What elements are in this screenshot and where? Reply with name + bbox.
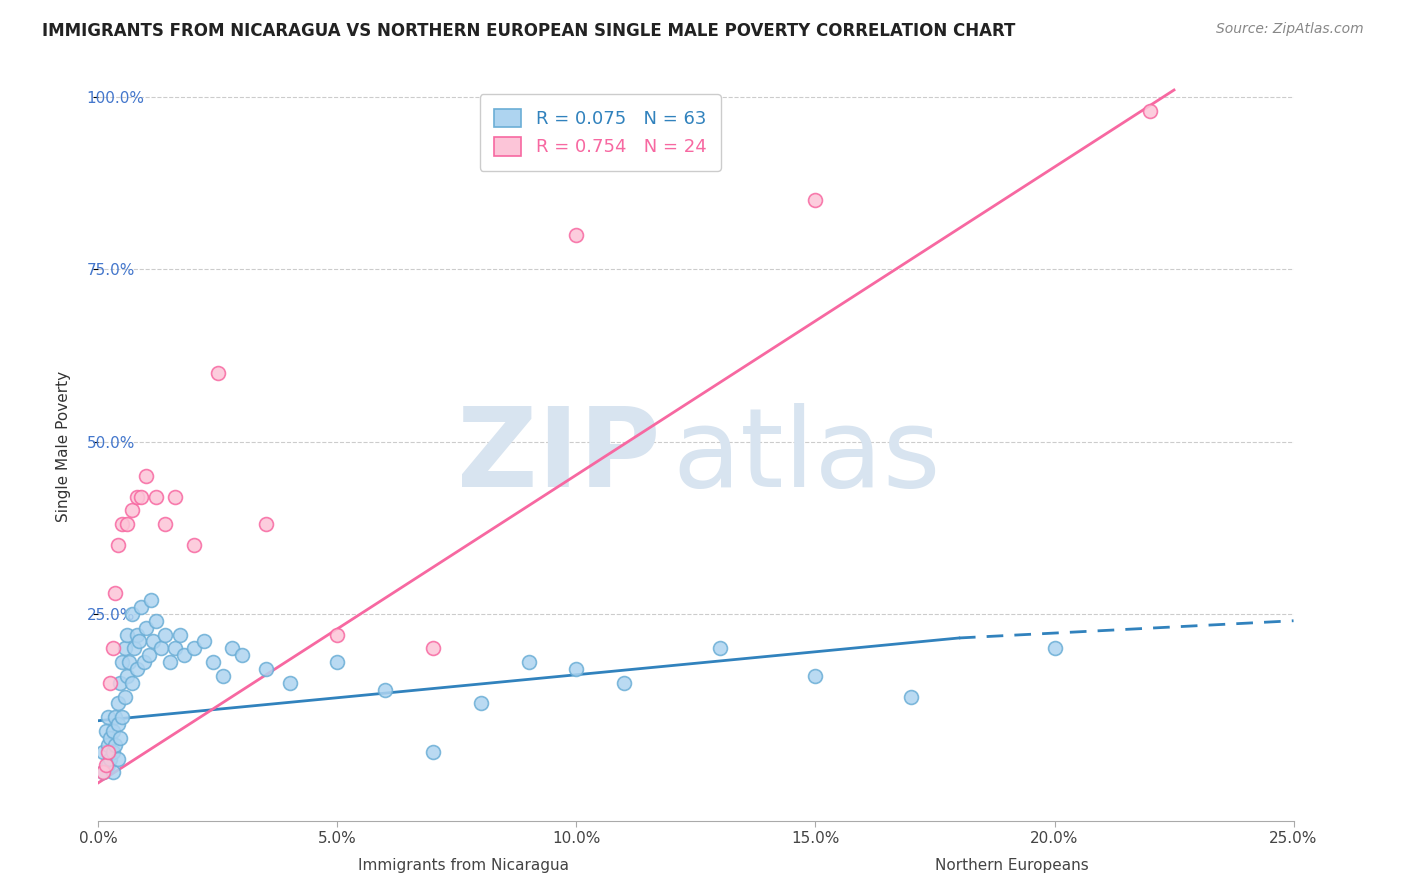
Point (111, 710, 134, 724)
Point (422, 641, 444, 656)
Point (98, 751, 122, 765)
Point (107, 717, 129, 731)
Point (125, 662, 148, 676)
Point (121, 675, 143, 690)
Point (98, 675, 122, 690)
Point (900, 690, 922, 704)
Text: Source: ZipAtlas.com: Source: ZipAtlas.com (1216, 22, 1364, 37)
Point (91, 745, 114, 759)
Point (145, 490, 167, 504)
Point (159, 655, 181, 669)
Point (183, 641, 205, 656)
Point (565, 662, 588, 676)
Text: ZIP: ZIP (457, 403, 661, 510)
Point (91, 765, 114, 780)
Point (118, 655, 141, 669)
Point (107, 538, 129, 552)
Point (565, 227, 588, 242)
Point (114, 690, 136, 704)
Point (115, 517, 138, 532)
Point (326, 627, 349, 641)
Text: Single Male Poverty: Single Male Poverty (56, 370, 70, 522)
Point (104, 738, 127, 752)
Text: atlas: atlas (672, 403, 941, 510)
Point (149, 641, 172, 656)
Point (94, 724, 117, 739)
Text: Immigrants from Nicaragua: Immigrants from Nicaragua (359, 858, 569, 872)
Point (115, 669, 138, 683)
Text: IMMIGRANTS FROM NICARAGUA VS NORTHERN EUROPEAN SINGLE MALE POVERTY CORRELATION C: IMMIGRANTS FROM NICARAGUA VS NORTHERN EU… (42, 22, 1015, 40)
Point (121, 607, 143, 621)
Point (135, 469, 157, 483)
Point (107, 697, 129, 711)
Point (114, 641, 136, 656)
Point (374, 682, 396, 697)
Point (107, 751, 129, 765)
Point (94, 758, 117, 772)
Point (1139, 103, 1161, 118)
Point (91, 765, 114, 780)
Point (193, 634, 215, 648)
Point (709, 641, 731, 656)
Point (138, 648, 160, 663)
Point (173, 648, 195, 663)
Point (135, 621, 157, 635)
Point (101, 641, 124, 656)
Point (169, 627, 191, 641)
Point (104, 710, 127, 724)
Point (125, 490, 148, 504)
Point (142, 634, 165, 648)
Point (278, 675, 301, 690)
Point (470, 697, 492, 711)
Point (163, 641, 186, 656)
Point (254, 662, 277, 676)
Point (804, 669, 827, 683)
Point (98, 731, 122, 745)
Point (139, 593, 162, 607)
Point (115, 627, 138, 641)
Point (517, 655, 540, 669)
Point (131, 490, 153, 504)
Point (202, 655, 225, 669)
Point (104, 586, 127, 600)
Point (207, 366, 229, 380)
Point (97, 758, 120, 772)
Point (326, 655, 349, 669)
Point (121, 503, 143, 517)
Point (231, 648, 253, 663)
Point (97, 710, 120, 724)
Point (804, 194, 827, 208)
Text: Northern Europeans: Northern Europeans (935, 858, 1090, 872)
Point (422, 745, 444, 759)
Point (101, 724, 124, 739)
Point (101, 745, 124, 759)
Point (97, 745, 120, 759)
Point (132, 655, 155, 669)
Point (101, 765, 124, 780)
Point (211, 669, 233, 683)
Point (145, 614, 167, 628)
Point (1043, 641, 1066, 656)
Point (111, 517, 134, 532)
Point (97, 738, 120, 752)
Point (108, 675, 131, 690)
Legend: R = 0.075   N = 63, R = 0.754   N = 24: R = 0.075 N = 63, R = 0.754 N = 24 (479, 95, 721, 171)
Point (155, 627, 177, 641)
Point (125, 627, 148, 641)
Point (108, 731, 131, 745)
Point (124, 641, 146, 656)
Point (111, 655, 134, 669)
Point (613, 675, 636, 690)
Point (163, 490, 186, 504)
Point (131, 599, 153, 614)
Point (221, 641, 243, 656)
Point (155, 517, 177, 532)
Point (128, 634, 150, 648)
Point (254, 517, 277, 532)
Point (183, 538, 205, 552)
